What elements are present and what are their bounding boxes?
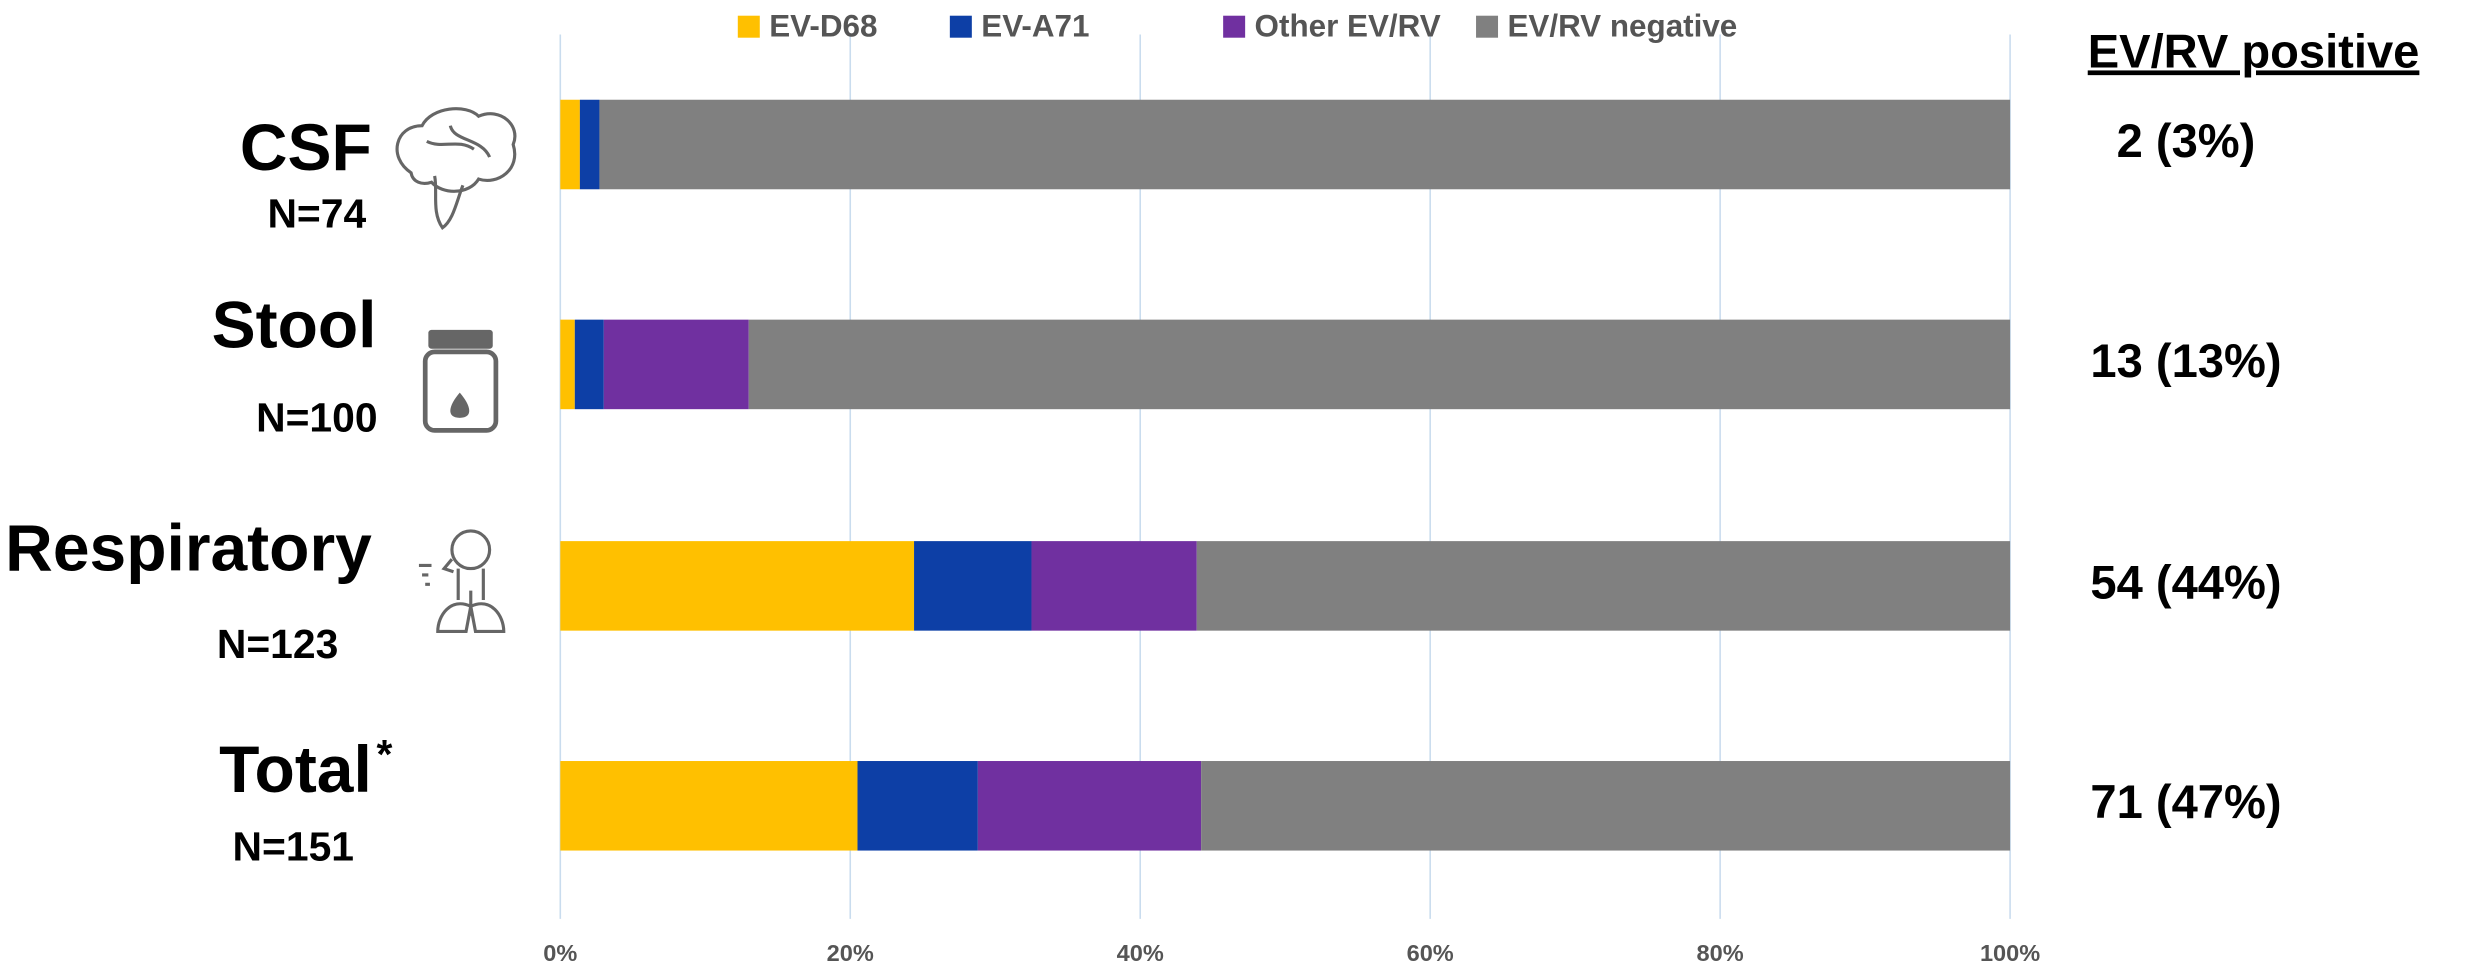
bar-segment [1201,761,2011,851]
category-note: N=123 [217,621,338,667]
jar-icon [422,329,499,433]
x-tick-label: 20% [827,940,874,966]
category-note: N=151 [233,824,354,870]
legend-swatch [1223,15,1246,38]
x-tick-label: 100% [1980,940,2040,966]
bar-segment [857,761,978,851]
legend-label: EV-D68 [769,9,877,44]
x-tick-label: 40% [1117,940,1164,966]
x-tick-label: 0% [543,940,577,966]
respiratory-icon [418,529,506,634]
positive-header: EV/RV positive [2088,24,2420,77]
legend-swatch [1476,15,1499,38]
bar-segment [914,541,1032,631]
legend-label: EV/RV negative [1507,9,1737,44]
bar-segment [560,99,580,190]
bar-segment [560,761,858,851]
bar-segment [560,319,575,410]
bar-segment [1031,541,1197,631]
category-label: Total [219,732,372,806]
brain-icon [395,107,517,230]
bar-segment [579,99,600,190]
legend-swatch [949,15,972,38]
total-marker: * [377,731,393,777]
bar-segment [748,319,2011,410]
x-tick-label: 60% [1407,940,1454,966]
positive-label: 2 (3%) [2117,114,2256,167]
category-label: CSF [240,110,372,184]
legend-label: Other EV/RV [1255,9,1441,44]
category-note: N=100 [256,395,377,441]
category-label: Respiratory [5,510,372,584]
bar-segment [560,541,915,631]
legend-label: EV-A71 [981,9,1089,44]
x-tick-label: 80% [1697,940,1744,966]
category-label: Stool [212,287,377,361]
legend-swatch [737,15,760,38]
bar-segment [574,319,604,410]
positive-label: 13 (13%) [2090,334,2281,387]
bar-segment [1196,541,2011,631]
bar-segment [599,99,2011,190]
category-note: N=74 [267,191,366,237]
bar-segment [603,319,749,410]
positive-label: 71 (47%) [2090,775,2281,828]
positive-label: 54 (44%) [2090,555,2281,608]
bar-segment [977,761,1202,851]
